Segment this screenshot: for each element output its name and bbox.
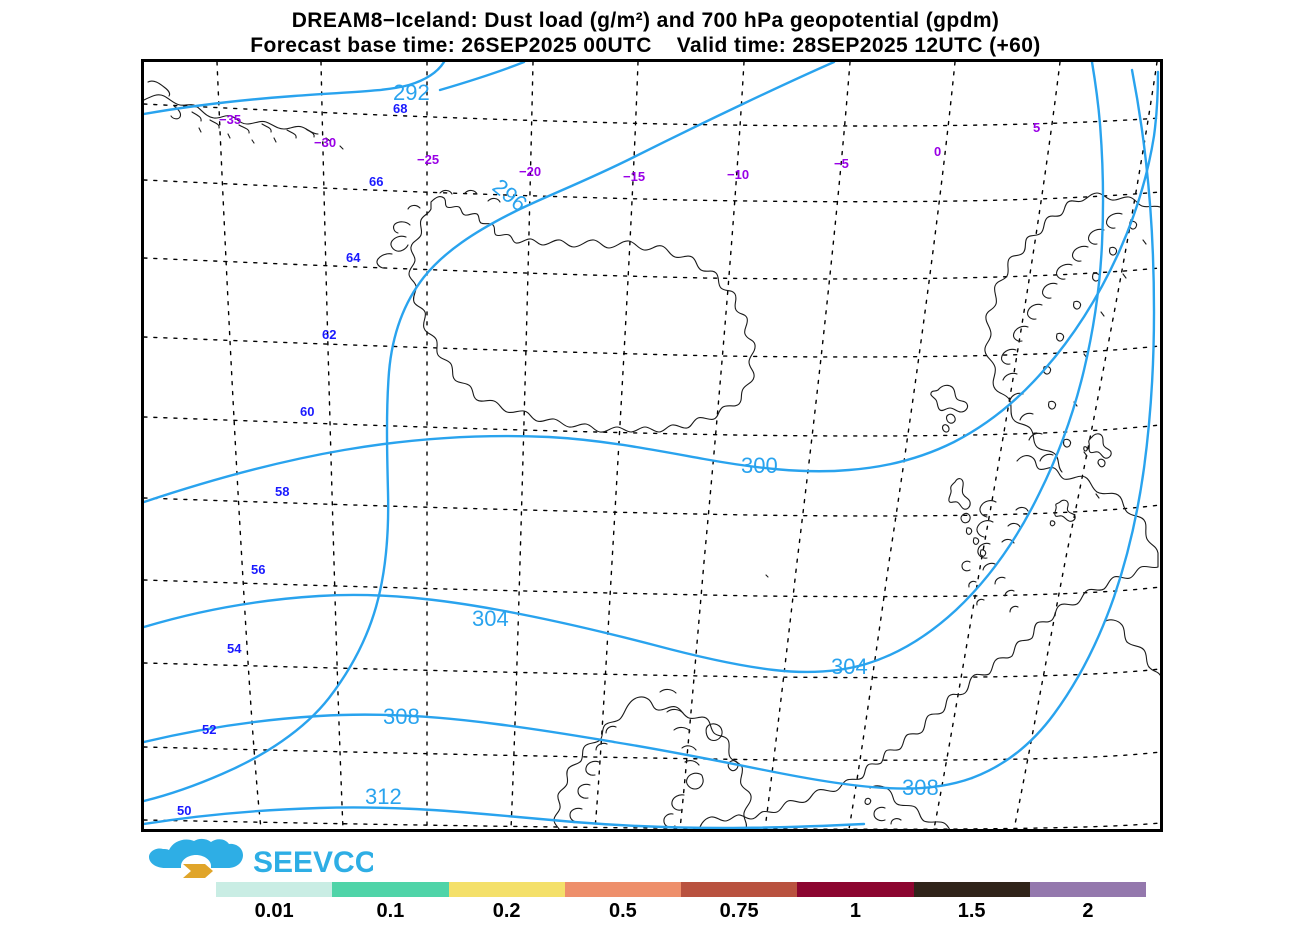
contour-296: [144, 62, 836, 803]
lon-label-0: 0: [934, 144, 941, 159]
coastline-isle-of-man: [727, 760, 739, 772]
colorbar-tick-0.5: 0.5: [608, 900, 637, 922]
seevccc-logo[interactable]: SEEVCCC: [143, 836, 373, 880]
contour-label-308a: 308: [383, 704, 420, 729]
lon-label-m35: −35: [219, 112, 241, 127]
colorbar-segment-3: [564, 882, 681, 897]
coastline-hebrides: [948, 478, 971, 510]
lon-label-m5: −5: [834, 156, 849, 171]
lat-label-64: 64: [346, 250, 361, 265]
coastlines: [144, 80, 1160, 829]
colorbar-tick-1.5: 1.5: [957, 900, 986, 922]
contour-308: [144, 713, 616, 744]
colorbar-strip: [216, 882, 1146, 897]
arrow-icon: [183, 864, 213, 878]
lat-label-58: 58: [275, 484, 289, 499]
colorbar-segment-5: [797, 882, 914, 897]
colorbar-tick-0.2: 0.2: [492, 900, 521, 922]
lon-label-m30: −30: [314, 135, 336, 150]
seevccc-logo-svg: SEEVCCC: [149, 838, 373, 879]
contour-312: [144, 806, 576, 826]
lon-label-m10: −10: [727, 167, 749, 182]
coastline-shetland: [1083, 433, 1112, 468]
contour-308c: [970, 68, 1156, 780]
page-title: DREAM8−Iceland: Dust load (g/m²) and 700…: [291, 9, 1000, 32]
coastline-norway: [984, 192, 1160, 473]
longitude-labels: −35 −30 −25 −20 −15 −10 −5 0 5: [219, 112, 1040, 184]
contour-label-300: 300: [741, 453, 778, 478]
seevccc-wordmark: SEEVCCC: [253, 846, 373, 879]
lon-label-5: 5: [1033, 120, 1040, 135]
contour-308b: [612, 740, 974, 790]
map-canvas: 292 296 300 304 304 308 308 312 68 66 64…: [144, 62, 1160, 829]
lon-label-m25: −25: [417, 152, 439, 167]
coastline-iceland: [408, 196, 756, 433]
coastline-greenland: [144, 94, 319, 135]
map-panel[interactable]: 292 296 300 304 304 308 308 312 68 66 64…: [141, 59, 1163, 832]
lat-label-66: 66: [369, 174, 383, 189]
graticule-parallels: [144, 103, 1160, 829]
colorbar-segment-1: [332, 882, 449, 897]
lat-label-56: 56: [251, 562, 265, 577]
lat-label-52: 52: [202, 722, 216, 737]
colorbar-segment-6: [913, 882, 1030, 897]
contour-label-296: 296: [488, 174, 532, 217]
colorbar-segment-2: [448, 882, 565, 897]
contour-292b: [438, 62, 526, 92]
coastline-france: [869, 785, 951, 829]
contour-312b: [572, 820, 866, 829]
lat-label-60: 60: [300, 404, 314, 419]
lat-label-50: 50: [177, 803, 191, 818]
lat-label-62: 62: [322, 327, 336, 342]
colorbar-tick-1: 1: [849, 900, 861, 922]
coastline-ireland: [553, 696, 752, 829]
contour-label-304a: 304: [472, 606, 509, 631]
coastline-orkney: [1049, 499, 1076, 527]
colorbar-tick-0.01: 0.01: [254, 900, 294, 922]
lon-label-m20: −20: [519, 164, 541, 179]
contour-label-308b: 308: [902, 775, 939, 800]
colorbar-segment-7: [1029, 882, 1146, 897]
colorbar-tick-labels: 0.01 0.1 0.2 0.5 0.75 1 1.5 2: [216, 900, 1146, 924]
colorbar-segment-4: [681, 882, 798, 897]
contour-label-312: 312: [365, 784, 402, 809]
contour-300: [144, 70, 1160, 504]
colorbar-segment-0: [216, 882, 333, 897]
cloud-icon: [149, 838, 243, 868]
contour-labels: 292 296 300 304 304 308 308 312: [365, 80, 939, 809]
coastline-great-britain: [861, 455, 1159, 779]
colorbar-tick-0.1: 0.1: [376, 900, 405, 922]
colorbar-tick-0.75: 0.75: [719, 900, 759, 922]
contour-label-292: 292: [393, 80, 430, 105]
geopotential-contours: [144, 62, 1160, 829]
coastline-faroe-islands: [930, 384, 969, 433]
colorbar-tick-2: 2: [1082, 900, 1094, 922]
contour-304: [144, 62, 1105, 674]
lat-label-54: 54: [227, 641, 242, 656]
forecast-time-subtitle: Forecast base time: 26SEP2025 00UTC Vali…: [250, 34, 1041, 57]
latitude-labels: 68 66 64 62 60 58 56 54 52 50: [177, 101, 407, 818]
contour-292: [144, 62, 446, 116]
lat-label-68: 68: [393, 101, 407, 116]
dust-load-colorbar[interactable]: 0.01 0.1 0.2 0.5 0.75 1 1.5 2: [216, 882, 1146, 922]
chart-title-block: DREAM8−Iceland: Dust load (g/m²) and 700…: [0, 8, 1291, 58]
lon-label-m15: −15: [623, 169, 645, 184]
contour-label-304b: 304: [831, 654, 868, 679]
